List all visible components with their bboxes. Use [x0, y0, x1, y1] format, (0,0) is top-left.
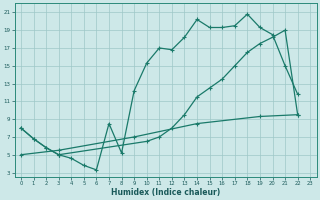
- X-axis label: Humidex (Indice chaleur): Humidex (Indice chaleur): [111, 188, 220, 197]
